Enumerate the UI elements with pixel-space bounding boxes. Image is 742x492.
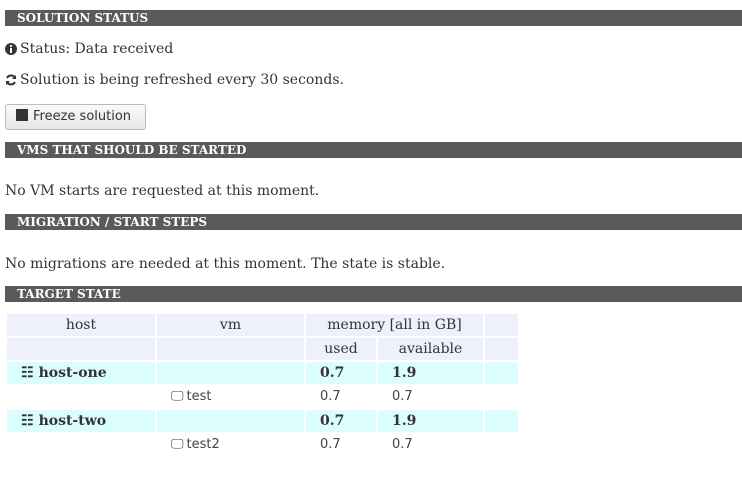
subheader-empty (157, 338, 304, 360)
available-cell: 1.9 (378, 362, 483, 384)
table-row-host: ☷ host-one 0.7 1.9 (7, 362, 518, 384)
migration-message: No migrations are needed at this moment.… (5, 256, 446, 272)
empty-cell (485, 362, 518, 384)
freeze-solution-button[interactable]: Freeze solution (5, 104, 146, 130)
stop-square-icon (16, 109, 28, 121)
cubes-icon: ☷ (21, 413, 34, 429)
desktop-icon: 🖵 (171, 437, 184, 452)
section-header-target-state: TARGET STATE (5, 286, 742, 302)
refresh-line: Solution is being refreshed every 30 sec… (5, 71, 344, 89)
desktop-icon: 🖵 (171, 389, 184, 404)
available-cell: 1.9 (378, 410, 483, 432)
table-row-vm: 🖵 test 0.7 0.7 (7, 386, 518, 408)
header-available: available (378, 338, 483, 360)
used-cell: 0.7 (306, 434, 376, 456)
table-row-vm: 🖵 test2 0.7 0.7 (7, 434, 518, 456)
section-header-solution-status: SOLUTION STATUS (5, 10, 742, 26)
table-subheader-row: used available (7, 338, 518, 360)
target-state-table: host vm memory [all in GB] used availabl… (5, 312, 520, 458)
freeze-label: Freeze solution (33, 109, 132, 124)
used-cell: 0.7 (306, 386, 376, 408)
host-name: host-two (38, 413, 107, 429)
header-empty (485, 314, 518, 336)
empty-cell (485, 410, 518, 432)
host-name: host-one (38, 365, 107, 381)
section-header-vms: VMS THAT SHOULD BE STARTED (5, 142, 742, 158)
header-vm: vm (157, 314, 304, 336)
vm-name: test2 (186, 437, 220, 452)
host-cell: ☷ host-one (7, 362, 155, 384)
refresh-icon (6, 74, 16, 86)
available-cell: 0.7 (378, 434, 483, 456)
cubes-icon: ☷ (21, 365, 34, 381)
empty-cell (485, 434, 518, 456)
vm-cell: 🖵 test2 (157, 434, 304, 456)
vm-cell (157, 362, 304, 384)
available-cell: 0.7 (378, 386, 483, 408)
status-line: Status: Data received (5, 40, 173, 58)
status-text: Status: Data received (20, 41, 174, 57)
subheader-empty (7, 338, 155, 360)
host-cell (7, 386, 155, 408)
used-cell: 0.7 (306, 410, 376, 432)
table-row-host: ☷ host-two 0.7 1.9 (7, 410, 518, 432)
host-cell (7, 434, 155, 456)
header-host: host (7, 314, 155, 336)
header-memory: memory [all in GB] (306, 314, 483, 336)
info-circle-icon (5, 43, 17, 55)
vm-cell (157, 410, 304, 432)
vms-message: No VM starts are requested at this momen… (5, 183, 320, 199)
empty-cell (485, 386, 518, 408)
host-cell: ☷ host-two (7, 410, 155, 432)
subheader-empty (485, 338, 518, 360)
section-header-migration: MIGRATION / START STEPS (5, 214, 742, 230)
vm-name: test (186, 389, 212, 404)
used-cell: 0.7 (306, 362, 376, 384)
table-header-row: host vm memory [all in GB] (7, 314, 518, 336)
refresh-text: Solution is being refreshed every 30 sec… (20, 72, 344, 88)
vm-cell: 🖵 test (157, 386, 304, 408)
header-used: used (306, 338, 376, 360)
